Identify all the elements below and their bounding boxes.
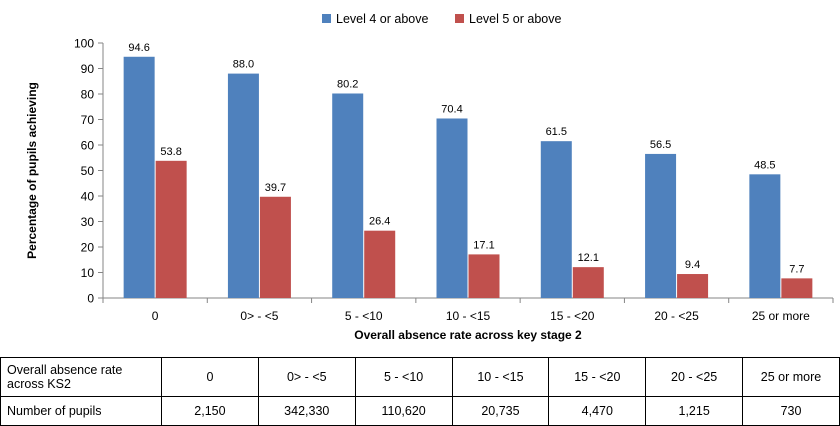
table-row: Overall absence rate across KS2 0 0> - <…	[0, 357, 840, 397]
chart-axes: 0 10 20 30 40 50 60 70 80 90 100 0 0> - <5 5 - <10 10 …	[74, 37, 834, 323]
data-label: 56.5	[650, 139, 671, 151]
legend-label: Level 5 or above	[469, 12, 561, 26]
bar	[572, 267, 604, 298]
bar	[677, 274, 709, 298]
legend-swatch	[322, 14, 331, 23]
table-cell: 342,330	[257, 396, 356, 426]
y-tick-label: 50	[81, 164, 95, 178]
absence-data-table: Overall absence rate across KS2 0 0> - <…	[0, 357, 840, 426]
table-cell: 20,735	[451, 396, 550, 426]
table-cell: 15 - <20	[548, 357, 647, 397]
table-cell: 10 - <15	[451, 357, 550, 397]
y-tick-label: 60	[81, 139, 95, 153]
data-label: 88.0	[233, 59, 254, 71]
data-label: 80.2	[337, 78, 358, 90]
table-cell: 0	[161, 357, 259, 397]
x-tick-label: 25 or more	[752, 309, 810, 323]
x-tick-label: 10 - <15	[446, 309, 491, 323]
y-tick-label: 0	[87, 292, 94, 306]
bar	[332, 93, 364, 299]
table-cell: 25 or more	[742, 357, 840, 397]
bar	[123, 56, 155, 298]
x-tick-label: 0> - <5	[240, 309, 278, 323]
bar	[155, 160, 187, 298]
table-row: Number of pupils 2,150 342,330 110,620 2…	[0, 396, 840, 426]
table-cell: 110,620	[354, 396, 453, 426]
table-cell: 4,470	[548, 396, 647, 426]
data-label: 48.5	[754, 159, 775, 171]
table-cell: 1,215	[645, 396, 744, 426]
bar	[436, 118, 468, 298]
y-tick-label: 30	[81, 215, 95, 229]
x-tick-label: 0	[152, 309, 159, 323]
table-cell: 2,150	[161, 396, 259, 426]
data-label: 7.7	[789, 263, 804, 275]
bar-chart: Level 4 or above Level 5 or above 0 10 20 30…	[25, 12, 834, 342]
bar	[468, 254, 500, 298]
data-label: 61.5	[546, 126, 567, 138]
x-axis-title: Overall absence rate across key stage 2	[354, 328, 582, 342]
chart-legend: Level 4 or above Level 5 or above	[322, 12, 561, 26]
x-tick-label: 5 - <10	[345, 309, 383, 323]
y-tick-label: 20	[81, 241, 95, 255]
table-cell: 0> - <5	[257, 357, 356, 397]
table-cell: 5 - <10	[354, 357, 453, 397]
table-row-header: Overall absence rate across KS2	[0, 357, 162, 397]
data-label: 26.4	[369, 216, 390, 228]
table-cell: 730	[742, 396, 840, 426]
x-tick-label: 20 - <25	[654, 309, 699, 323]
y-tick-label: 40	[81, 190, 95, 204]
bar	[540, 141, 572, 298]
y-tick-label: 80	[81, 88, 95, 102]
data-label: 39.7	[265, 182, 286, 194]
x-tick-label: 15 - <20	[550, 309, 595, 323]
table-row-header: Number of pupils	[0, 396, 162, 426]
legend-swatch	[455, 14, 464, 23]
bar	[645, 153, 677, 298]
data-label: 17.1	[473, 239, 494, 251]
y-tick-label: 90	[81, 62, 95, 76]
y-axis-title: Percentage of pupils achieving	[25, 82, 39, 259]
y-tick-label: 100	[74, 37, 94, 51]
bar	[781, 278, 813, 298]
chart-bars: 94.6 53.8 88.0 39.7 80.2 26.4 70.4 17.1 61.5 12.1…	[123, 42, 813, 299]
data-label: 70.4	[441, 103, 462, 115]
y-tick-label: 10	[81, 266, 95, 280]
data-label: 12.1	[578, 252, 599, 264]
data-label: 53.8	[160, 146, 181, 158]
data-label: 94.6	[128, 42, 149, 54]
legend-label: Level 4 or above	[336, 12, 428, 26]
table-cell: 20 - <25	[645, 357, 744, 397]
bar	[364, 230, 396, 298]
y-tick-label: 70	[81, 113, 95, 127]
data-label: 9.4	[685, 259, 700, 271]
bar	[227, 73, 259, 298]
bar	[749, 174, 781, 298]
bar	[259, 196, 291, 298]
